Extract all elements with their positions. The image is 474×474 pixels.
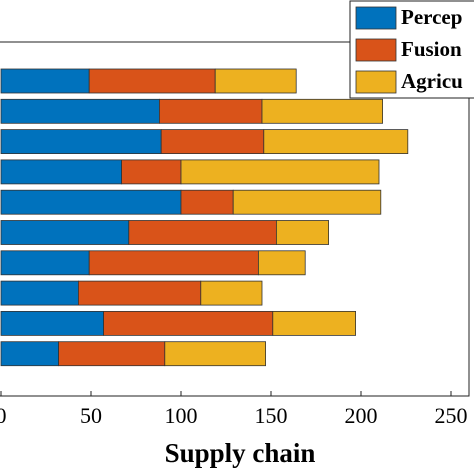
bar-segment (88, 250, 259, 276)
legend-swatch (355, 70, 397, 94)
bar-segment (58, 341, 166, 367)
bar-segment (275, 220, 329, 245)
bar-segment (164, 341, 267, 367)
bar-segment (0, 98, 160, 124)
bar-segment (0, 250, 90, 276)
bar-segment (180, 189, 234, 215)
bar-segment (214, 68, 297, 94)
bar-segment (0, 220, 130, 245)
bar-segment (0, 310, 104, 336)
bar-segment (128, 220, 277, 245)
x-tick-label: 200 (345, 403, 378, 428)
bar-segment (261, 98, 383, 124)
x-tick-label: 0 (0, 403, 7, 428)
bar-segment (88, 68, 216, 94)
x-tick-label: 100 (165, 403, 198, 428)
bar-segment (180, 159, 380, 185)
bar-segment (0, 129, 162, 155)
bar-segment (272, 310, 356, 336)
x-axis-label: Supply chain (165, 438, 316, 468)
bar-segment (103, 310, 274, 336)
bar-segment (0, 280, 79, 306)
legend-swatch (355, 6, 397, 30)
bar-segment (158, 98, 263, 124)
bar-segment (0, 189, 182, 215)
bar-segment (0, 341, 59, 367)
bar-segment (0, 68, 90, 94)
plot-frame (0, 41, 470, 397)
legend-label: Fusion (401, 37, 462, 61)
bar-segment (160, 129, 265, 155)
legend-swatch (355, 38, 397, 62)
legend-label: Percep (401, 5, 462, 29)
bar-segment (78, 280, 202, 306)
bar-segment (121, 159, 182, 185)
bar-segment (263, 129, 409, 155)
bar-segment (257, 250, 306, 276)
x-tick-label: 50 (80, 403, 102, 428)
bar-segment (200, 280, 263, 306)
x-tick-label: 250 (435, 403, 468, 428)
bar-segment (232, 189, 382, 215)
x-tick-label: 150 (255, 403, 288, 428)
legend-label: Agricu (401, 69, 463, 93)
bar-segment (0, 159, 122, 185)
